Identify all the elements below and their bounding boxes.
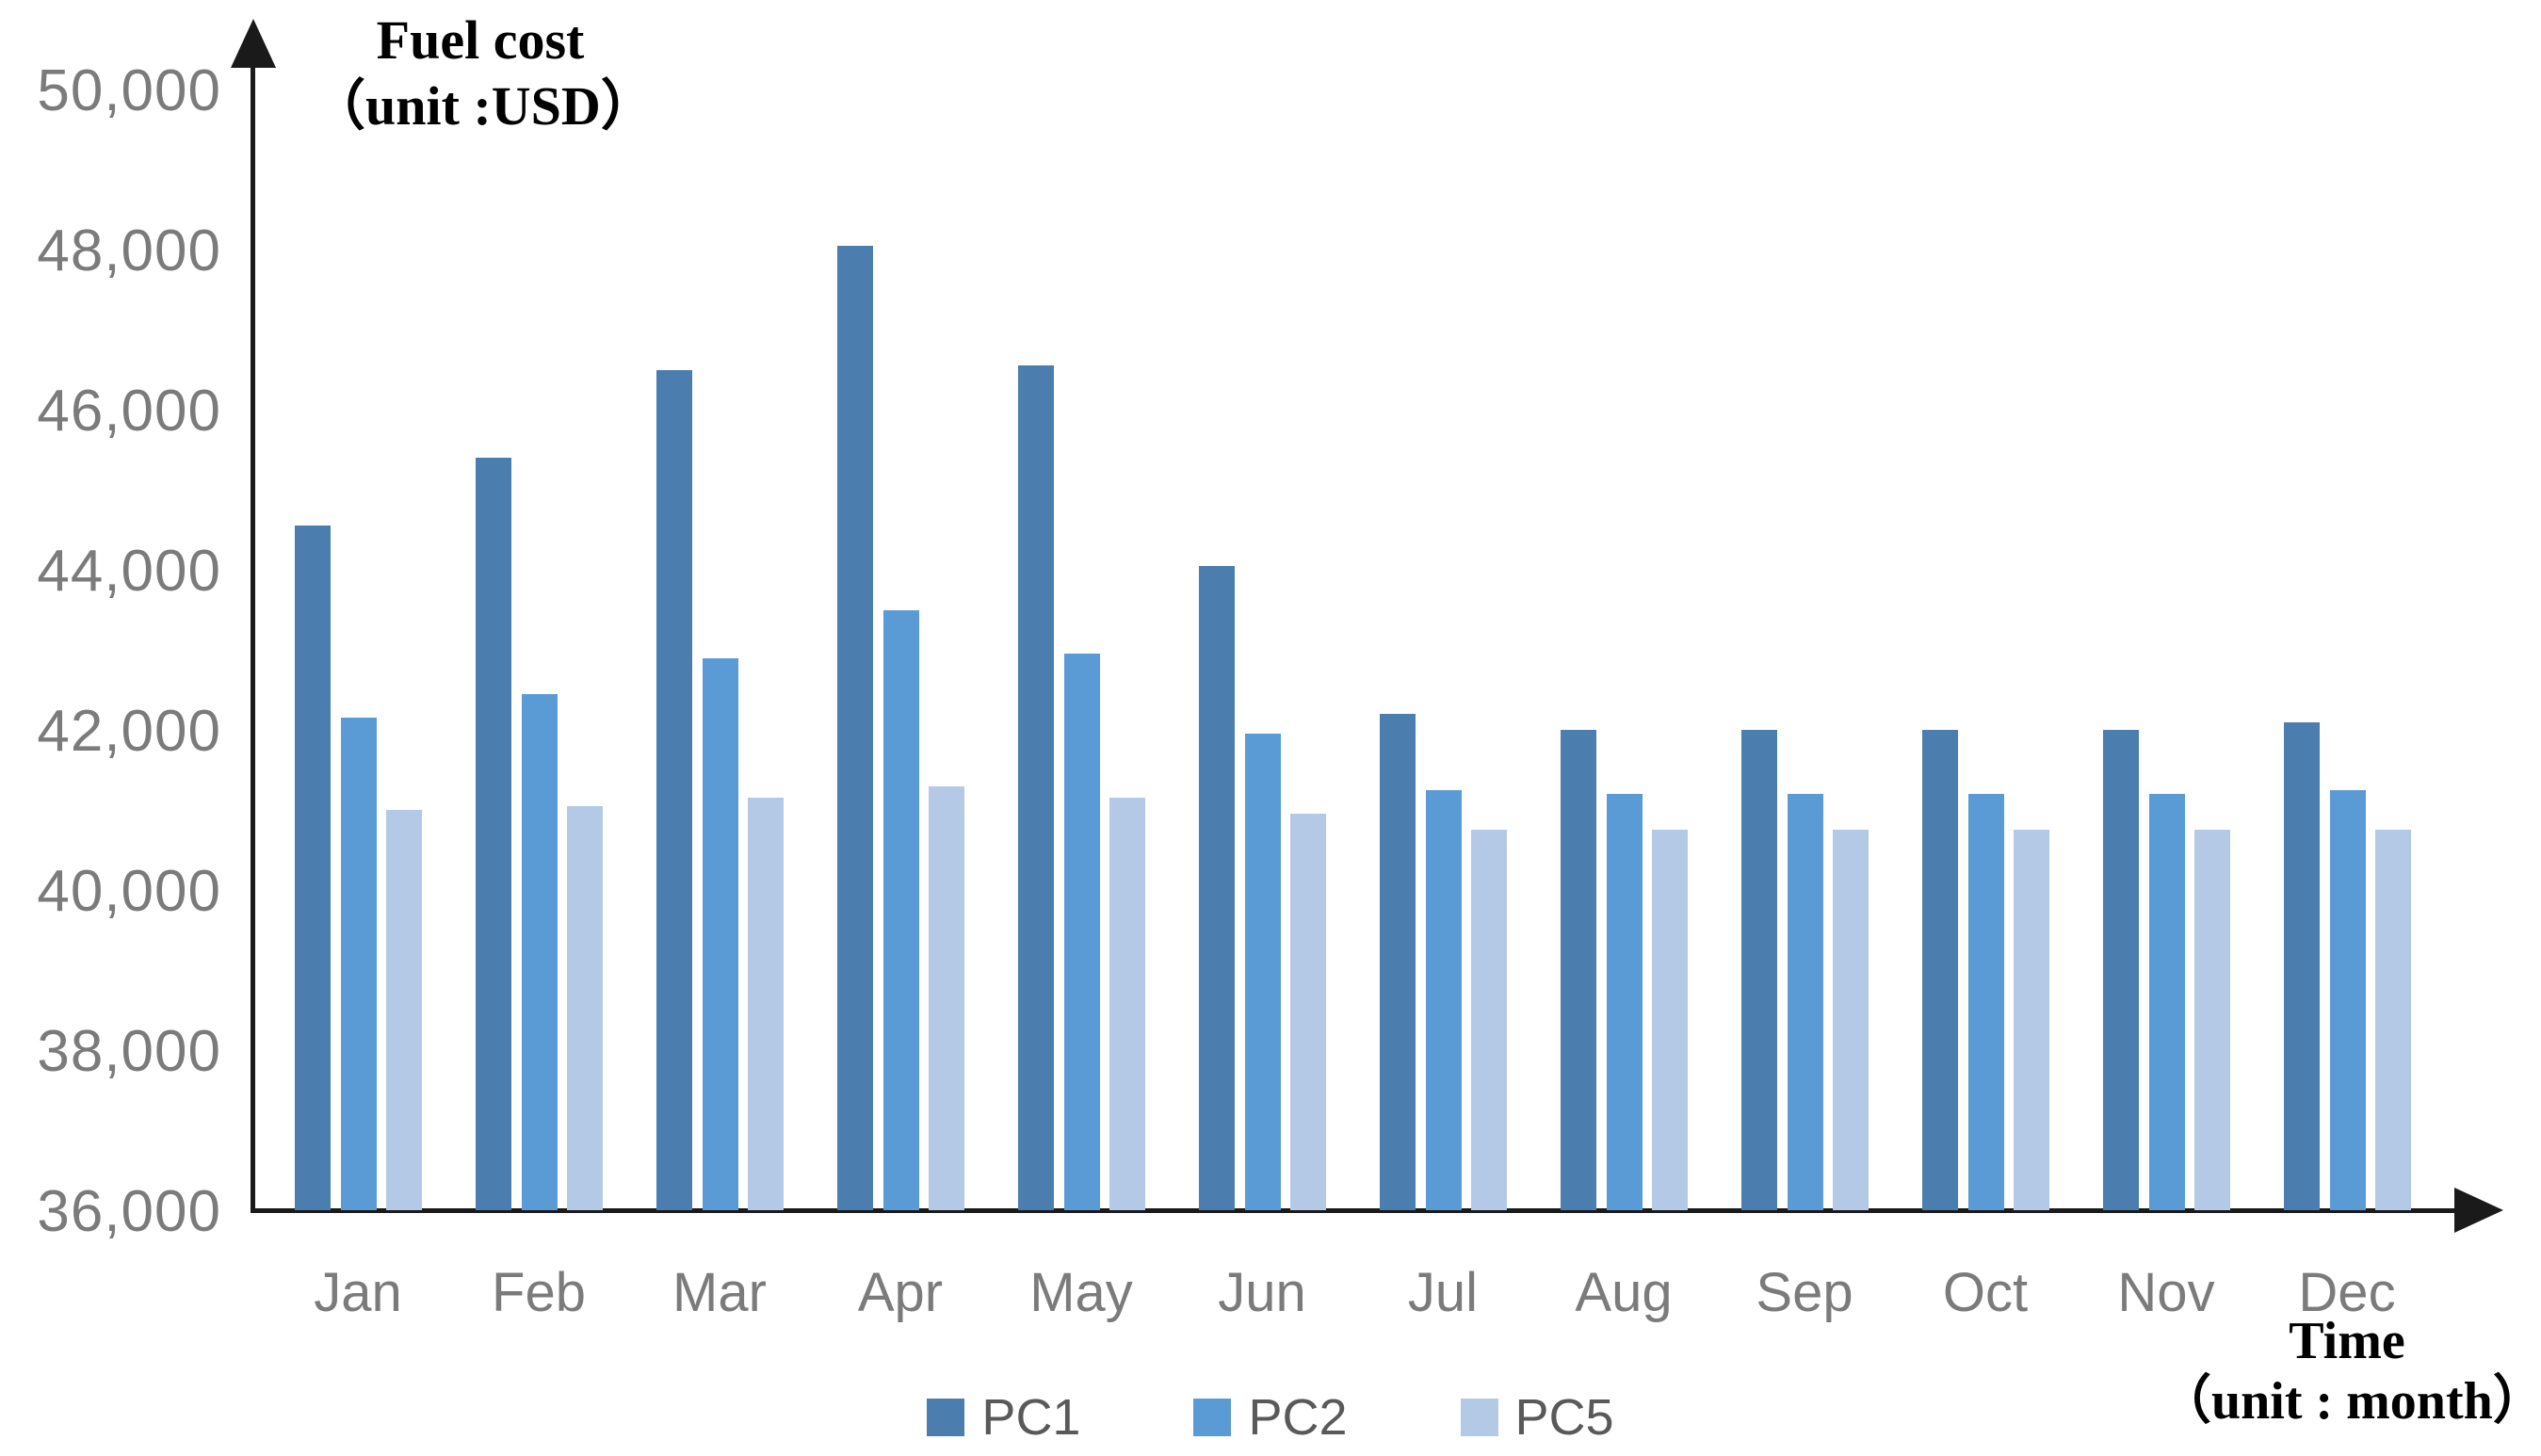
x-tick-label-jun: Jun — [1218, 1262, 1306, 1323]
legend-swatch-pc5 — [1460, 1399, 1498, 1436]
bar-pc2-mar — [702, 657, 738, 1210]
y-axis-title-line1: Fuel cost — [376, 9, 585, 71]
bar-pc2-feb — [521, 693, 558, 1210]
bar-pc1-feb — [476, 458, 511, 1210]
bar-pc2-apr — [882, 609, 919, 1210]
bar-pc1-oct — [1922, 730, 1958, 1210]
bar-pc1-jun — [1199, 565, 1235, 1210]
bar-pc2-jun — [1244, 734, 1281, 1210]
bar-pc5-mar — [748, 798, 784, 1210]
bar-pc5-jul — [1471, 830, 1507, 1210]
bar-pc5-jan — [386, 810, 422, 1210]
bar-pc1-mar — [656, 369, 692, 1210]
bar-pc1-aug — [1561, 730, 1596, 1210]
bar-pc1-may — [1018, 365, 1054, 1210]
bar-pc5-oct — [2014, 830, 2049, 1210]
bar-pc2-dec — [2329, 789, 2366, 1210]
bar-pc5-sep — [1833, 830, 1869, 1210]
legend-item-pc5: PC5 — [1460, 1389, 1614, 1446]
bar-pc5-feb — [567, 805, 603, 1210]
legend-swatch-pc1 — [927, 1399, 965, 1436]
bar-pc1-dec — [2284, 721, 2320, 1210]
x-tick-label-may: May — [1029, 1262, 1133, 1323]
legend-item-pc2: PC2 — [1193, 1389, 1348, 1446]
y-axis-line — [251, 55, 255, 1213]
y-tick-label: 40,000 — [37, 859, 221, 924]
bar-pc5-may — [1109, 798, 1145, 1210]
x-tick-label-feb: Feb — [492, 1262, 586, 1323]
x-tick-label-dec: Dec — [2298, 1262, 2396, 1323]
bar-pc2-jul — [1425, 789, 1462, 1210]
x-tick-label-oct: Oct — [1942, 1262, 2029, 1323]
bar-pc2-nov — [2148, 794, 2185, 1210]
x-tick-label-jul: Jul — [1407, 1262, 1479, 1323]
y-tick-label: 50,000 — [37, 58, 221, 123]
bar-pc5-apr — [929, 785, 964, 1210]
legend-label-pc2: PC2 — [1248, 1389, 1348, 1446]
y-tick-label: 36,000 — [37, 1179, 221, 1244]
bar-pc2-may — [1063, 654, 1100, 1210]
x-tick-label-mar: Mar — [672, 1262, 767, 1323]
x-axis-title-line1: Time — [2289, 1312, 2405, 1370]
x-axis-title-line2: （unit : month） — [2159, 1372, 2541, 1431]
bar-pc1-sep — [1741, 730, 1777, 1210]
legend: PC1 PC2 PC5 — [0, 1392, 2541, 1443]
bar-pc2-oct — [1967, 794, 2004, 1210]
x-tick-label-nov: Nov — [2117, 1262, 2215, 1323]
bar-pc1-apr — [837, 245, 873, 1210]
bar-pc5-aug — [1652, 830, 1688, 1210]
legend-swatch-pc2 — [1193, 1399, 1232, 1436]
y-tick-label: 42,000 — [37, 699, 221, 764]
x-tick-label-jan: Jan — [314, 1262, 402, 1323]
bar-pc5-nov — [2194, 830, 2230, 1210]
x-tick-label-sep: Sep — [1756, 1262, 1853, 1323]
y-tick-label: 46,000 — [37, 379, 221, 444]
x-axis-line — [251, 1208, 2462, 1213]
bar-pc5-dec — [2375, 830, 2411, 1210]
y-tick-label: 38,000 — [37, 1019, 221, 1084]
legend-label-pc5: PC5 — [1514, 1389, 1614, 1446]
bar-pc1-jan — [295, 526, 331, 1210]
legend-label-pc1: PC1 — [981, 1389, 1081, 1446]
x-tick-label-aug: Aug — [1575, 1262, 1673, 1323]
y-tick-label: 44,000 — [37, 539, 221, 604]
y-axis-title: Fuel cost （unit :USD） — [311, 8, 655, 139]
y-tick-label: 48,000 — [37, 218, 221, 283]
y-axis-title-line2: （unit :USD） — [311, 75, 655, 137]
bar-pc2-jan — [340, 718, 377, 1210]
x-tick-label-apr: Apr — [857, 1262, 944, 1323]
bar-pc2-aug — [1606, 794, 1643, 1210]
x-axis-title: Time （unit : month） — [2159, 1311, 2541, 1432]
legend-item-pc1: PC1 — [927, 1392, 1080, 1443]
bar-pc2-sep — [1787, 794, 1823, 1210]
x-axis-arrow-icon — [2454, 1188, 2503, 1233]
bar-pc5-jun — [1290, 814, 1326, 1210]
bar-pc1-jul — [1380, 714, 1416, 1210]
bar-pc1-nov — [2103, 730, 2139, 1210]
